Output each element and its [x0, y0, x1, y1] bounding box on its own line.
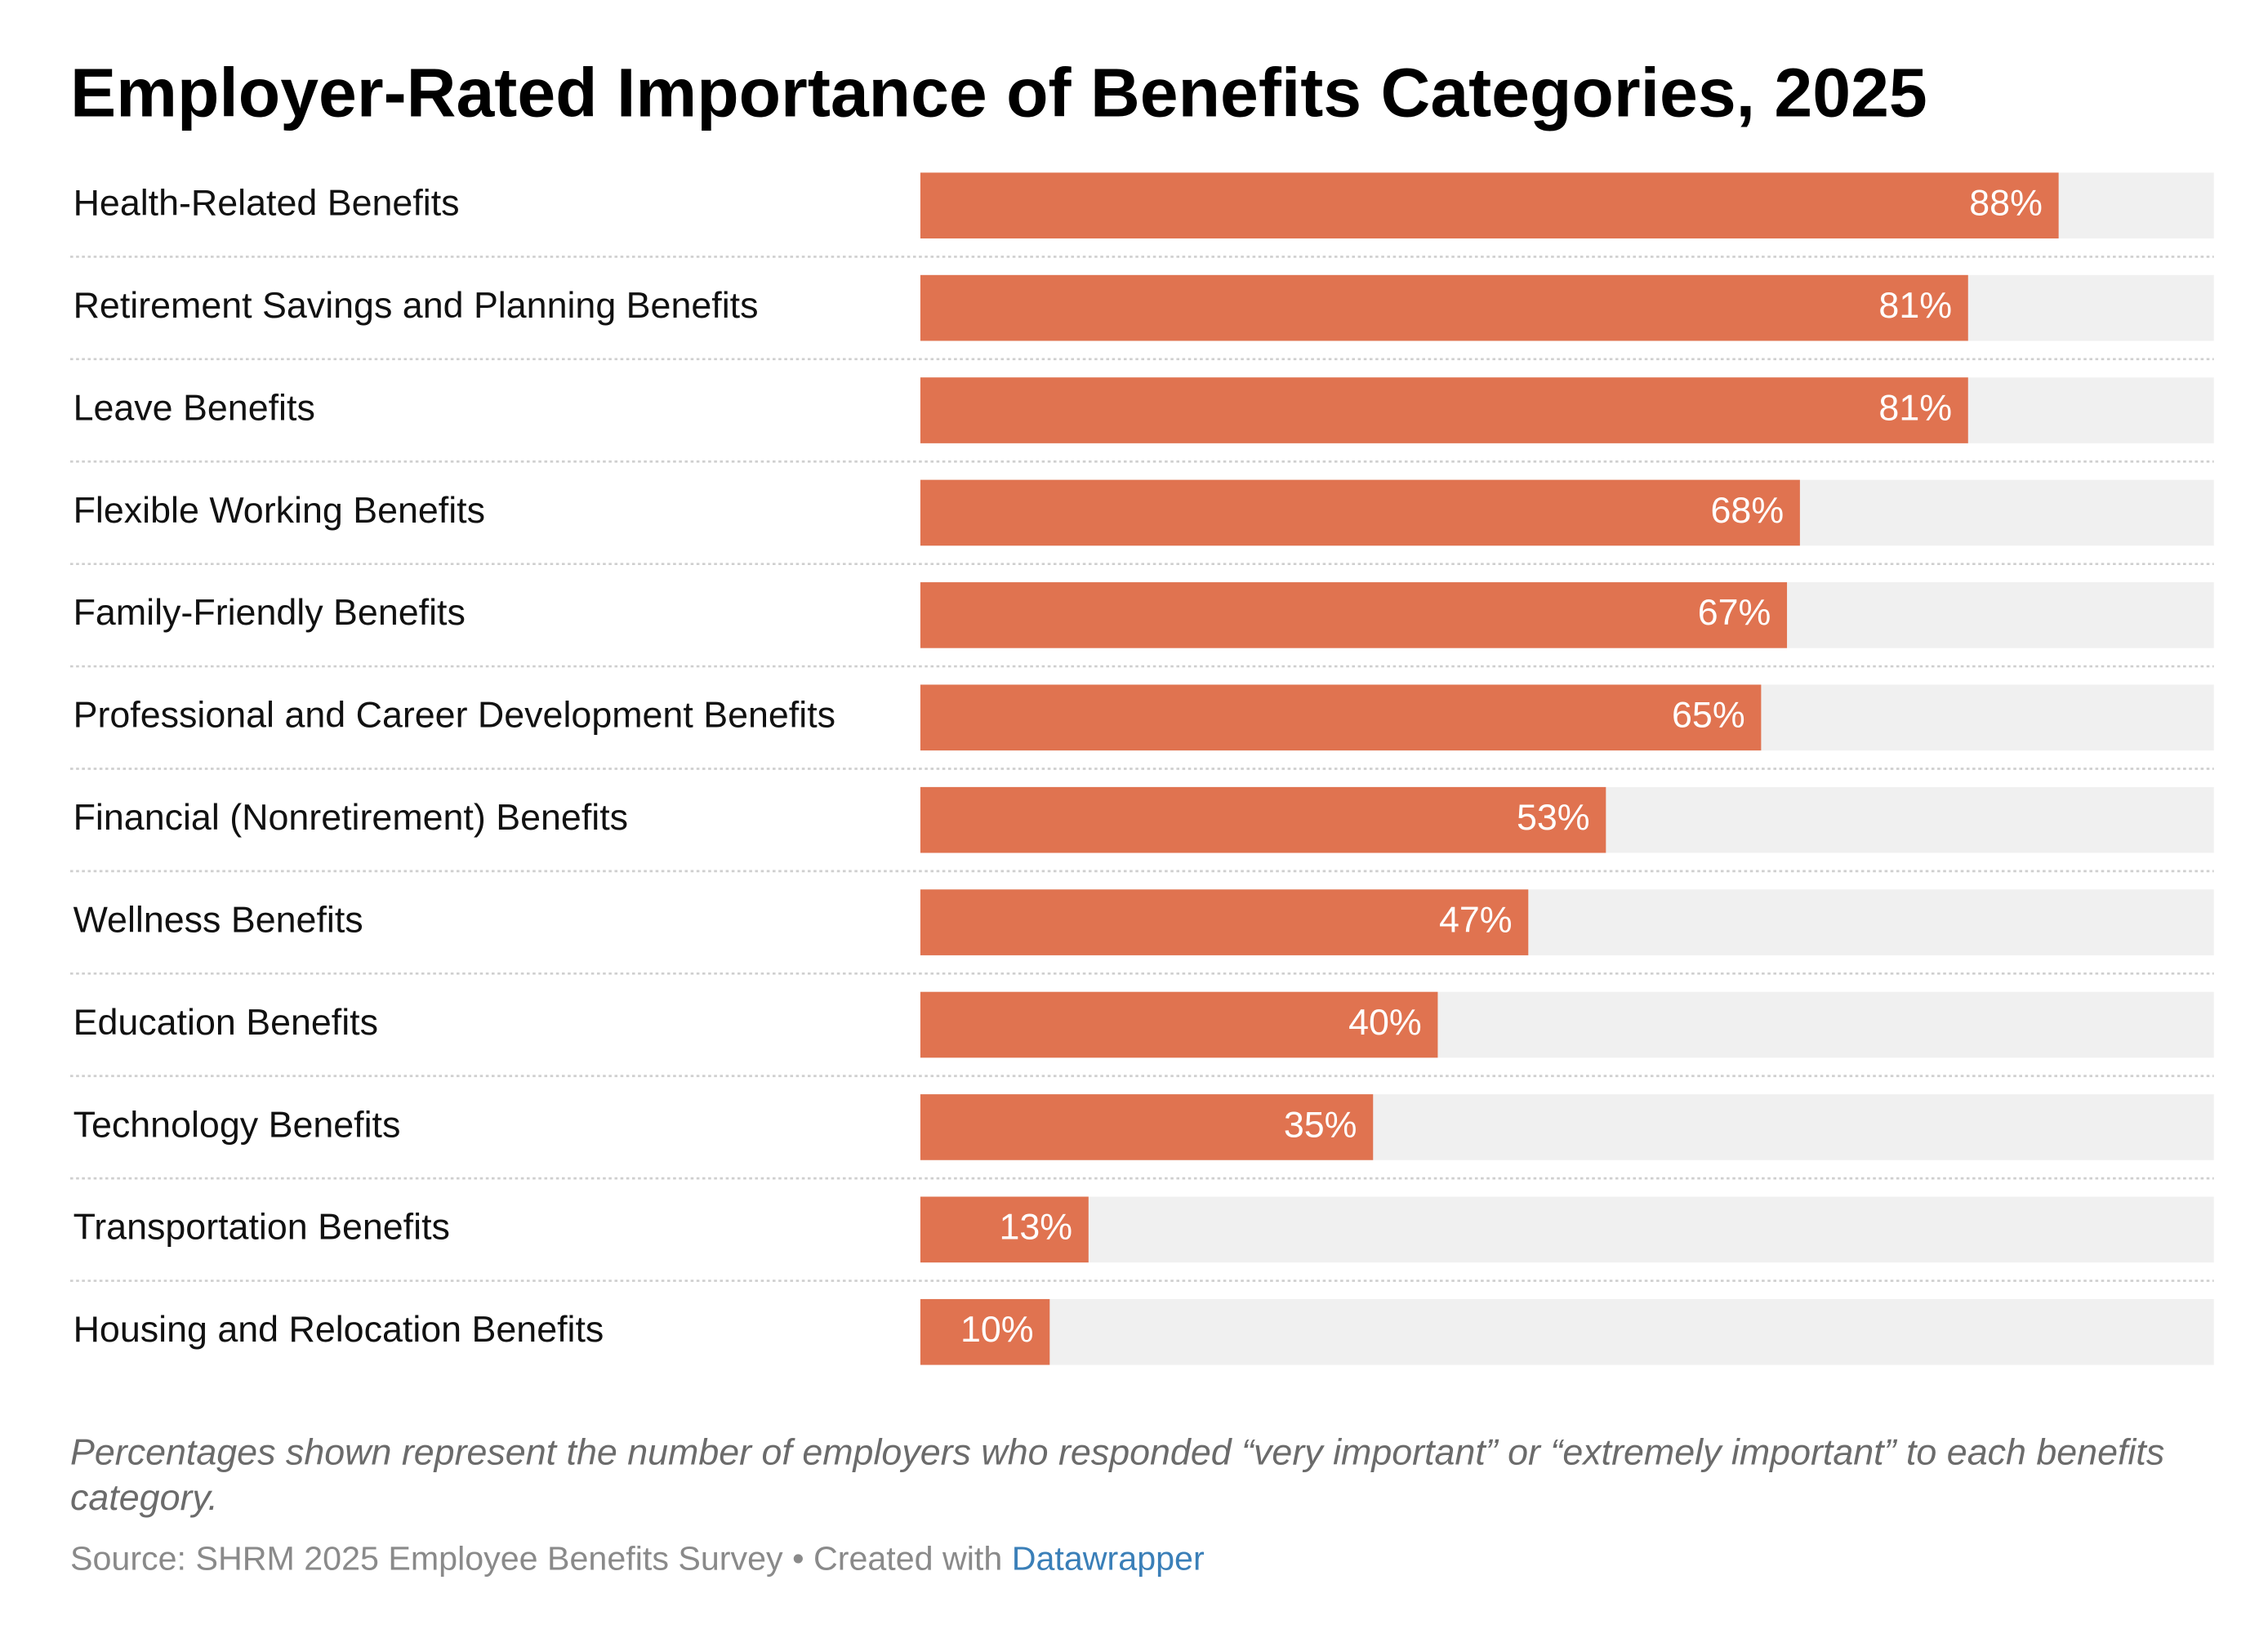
credit: • Created with: [792, 1538, 1003, 1578]
value-label: 81%: [1878, 387, 1952, 428]
category-label: Health-Related Benefits: [74, 183, 460, 224]
chart-note: Percentages shown represent the number o…: [69, 1431, 2165, 1519]
category-label: Wellness Benefits: [74, 899, 363, 940]
bar-track: [920, 1196, 2214, 1263]
value-label: 10%: [960, 1309, 1034, 1350]
category-label: Family-Friendly Benefits: [74, 592, 466, 633]
category-label: Transportation Benefits: [74, 1207, 450, 1248]
bar: [920, 1298, 1050, 1365]
value-label: 68%: [1711, 490, 1785, 531]
bar: [920, 889, 1529, 955]
category-label: Financial (Nonretirement) Benefits: [74, 797, 628, 838]
bar: [920, 786, 1606, 853]
value-label: 40%: [1348, 1002, 1422, 1043]
bar: [920, 377, 1968, 443]
chart-title: Employer-Rated Importance of Benefits Ca…: [70, 54, 1927, 131]
bar: [920, 991, 1438, 1058]
credit-link[interactable]: Datawrapper: [1011, 1538, 1205, 1578]
bar: [920, 684, 1762, 751]
bar-track: [920, 1298, 2214, 1365]
chart: Employer-Rated Importance of Benefits Ca…: [70, 54, 2214, 1365]
category-label: Education Benefits: [74, 1002, 378, 1043]
category-label: Retirement Savings and Planning Benefits: [74, 285, 759, 326]
value-label: 47%: [1439, 899, 1513, 940]
bar: [920, 172, 2059, 239]
source: Source: SHRM 2025 Employee Benefits Surv…: [69, 1538, 783, 1578]
bar: [920, 582, 1788, 648]
bar: [920, 479, 1800, 546]
value-label: 88%: [1969, 183, 2043, 224]
category-label: Technology Benefits: [74, 1104, 401, 1145]
category-label: Flexible Working Benefits: [74, 490, 485, 531]
category-label: Housing and Relocation Benefits: [74, 1309, 604, 1350]
value-label: 53%: [1517, 797, 1590, 838]
value-label: 35%: [1284, 1104, 1357, 1145]
value-label: 81%: [1878, 285, 1952, 326]
value-label: 65%: [1672, 695, 1745, 736]
category-label: Professional and Career Development Bene…: [74, 695, 835, 736]
bar: [920, 1196, 1089, 1263]
category-label: Leave Benefits: [74, 387, 315, 428]
bar: [920, 274, 1968, 341]
value-label: 13%: [999, 1207, 1072, 1248]
value-label: 67%: [1698, 592, 1771, 633]
footer: Source: SHRM 2025 Employee Benefits Surv…: [70, 1539, 1205, 1578]
bar: [920, 1094, 1374, 1160]
